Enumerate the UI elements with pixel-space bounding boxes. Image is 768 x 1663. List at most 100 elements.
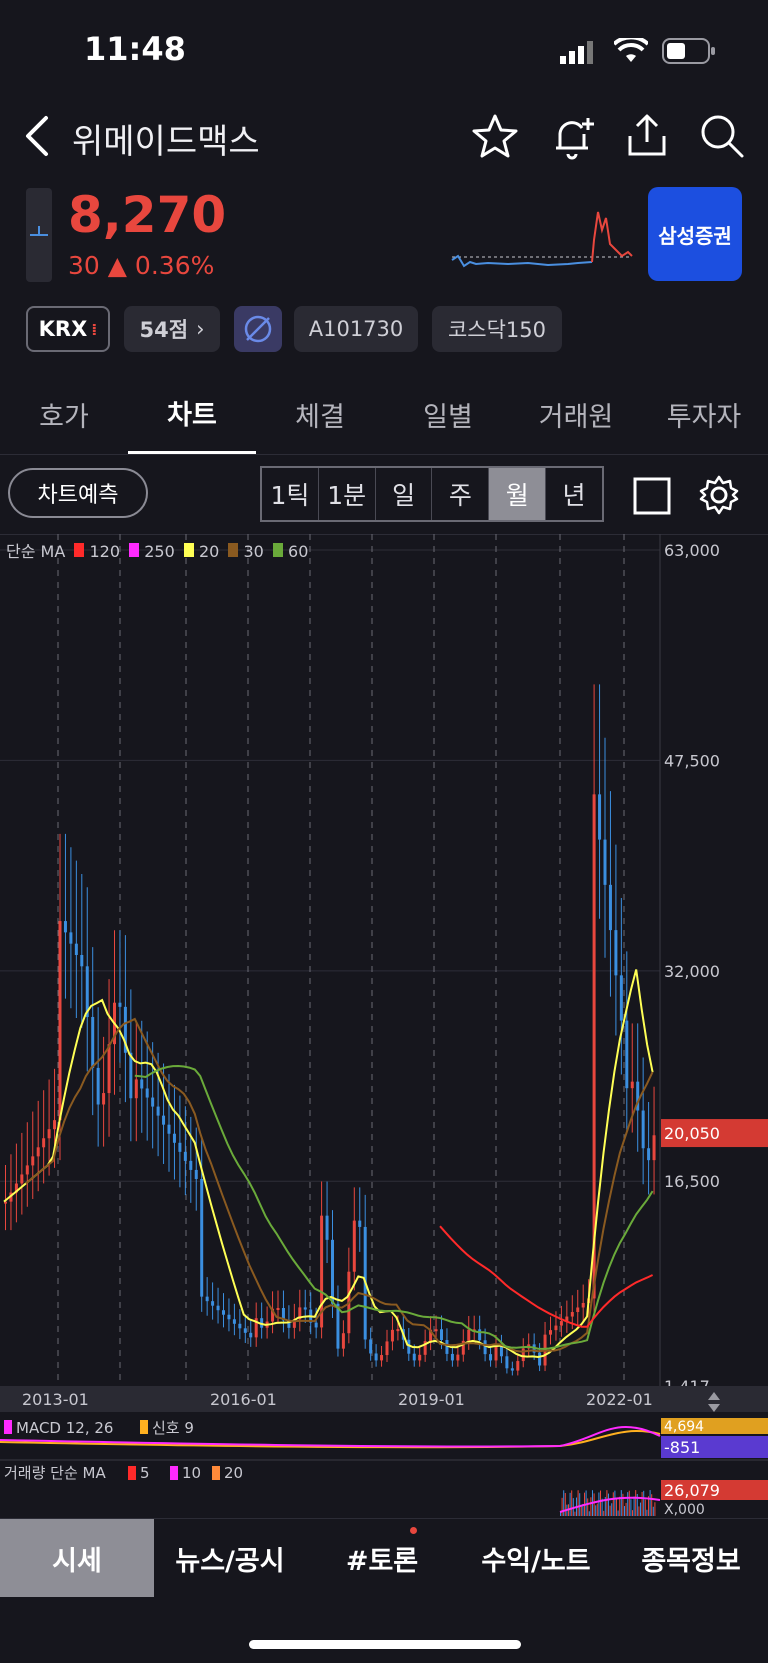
chip-score-label: 54점: [139, 318, 189, 342]
period-minute[interactable]: 1분: [319, 468, 376, 520]
signal-value: -851: [664, 1438, 700, 1457]
candle-body: [156, 1106, 160, 1116]
search-icon[interactable]: [698, 112, 746, 160]
candle-body: [243, 1328, 247, 1333]
ma-120-label: 120: [89, 542, 121, 561]
candle-body: [232, 1319, 236, 1324]
volume-ma-label: 10: [182, 1464, 201, 1482]
candle-body: [636, 1081, 640, 1111]
volume-bar: [633, 1496, 635, 1516]
tab-orderbook[interactable]: 호가: [39, 401, 89, 433]
volume-bar: [622, 1493, 624, 1516]
y-tick-label: 47,500: [664, 751, 720, 770]
nav-discussion[interactable]: #토론: [345, 1545, 419, 1577]
macd-line: [0, 1426, 661, 1448]
square-icon[interactable]: [632, 476, 672, 516]
signal-icon: [560, 41, 593, 64]
candle-body: [461, 1340, 465, 1355]
price-chart[interactable]: 63,00047,50032,00016,5001,41720,0502013-…: [0, 534, 768, 1518]
candle-body: [183, 1151, 187, 1161]
tab-brokers[interactable]: 거래원: [538, 401, 614, 433]
alarm-add-icon[interactable]: [548, 112, 598, 160]
volume-bar: [619, 1496, 621, 1516]
volume-bar: [606, 1490, 608, 1516]
candle-body: [374, 1353, 378, 1361]
candle-body: [85, 966, 89, 1017]
volume-bar: [588, 1511, 590, 1516]
candle-body: [336, 1303, 340, 1349]
macd-legend: MACD 12, 26: [16, 1419, 113, 1437]
star-icon[interactable]: [470, 112, 520, 160]
ma-120-swatch: [74, 543, 85, 557]
volume-bar: [644, 1499, 646, 1516]
chip-index: 코스닥150: [432, 306, 562, 352]
candle-body: [576, 1307, 580, 1313]
candle-body: [489, 1354, 493, 1361]
volume-bar: [638, 1506, 640, 1516]
ma-30-swatch: [228, 543, 239, 557]
signal-value-tag: [661, 1436, 768, 1458]
chart-predict-button[interactable]: 차트예측: [8, 468, 148, 518]
home-indicator: [249, 1640, 521, 1649]
volume-bar: [608, 1493, 609, 1516]
ma-120-line: [439, 1225, 654, 1328]
expand-down-icon: [708, 1404, 720, 1412]
tab-daily[interactable]: 일별: [423, 401, 473, 433]
candle-body: [412, 1353, 416, 1361]
candle-body: [129, 1052, 133, 1099]
chip-krx[interactable]: KRX ⁞: [26, 306, 110, 352]
current-price: 8,270: [68, 186, 227, 244]
candle-body: [630, 1081, 634, 1089]
gear-icon[interactable]: [698, 474, 740, 516]
chart-toolbar: 차트예측 1틱 1분 일 주 월 년: [0, 456, 768, 535]
ma-20-swatch: [183, 543, 194, 557]
share-icon[interactable]: [624, 112, 670, 160]
period-week[interactable]: 주: [432, 468, 490, 520]
chip-score[interactable]: 54점 ›: [124, 306, 220, 352]
period-tick[interactable]: 1틱: [262, 468, 319, 520]
volume-bar: [580, 1504, 582, 1516]
volume-bar: [590, 1497, 592, 1516]
candle-body: [396, 1329, 400, 1332]
volume-legend: 거래량 단순 MA: [4, 1464, 106, 1482]
candle-body: [20, 1174, 24, 1184]
candle-body: [570, 1312, 574, 1317]
ma-legend-prefix: 단순 MA: [6, 542, 66, 561]
nav-news[interactable]: 뉴스/공시: [175, 1545, 285, 1577]
nav-returns[interactable]: 수익/노트: [481, 1545, 591, 1577]
macd-value-tag: [661, 1418, 768, 1434]
wifi-icon: [614, 38, 648, 62]
candle-body: [63, 921, 67, 933]
volume-bar: [614, 1490, 616, 1516]
back-icon[interactable]: [22, 114, 52, 158]
nav-quotes[interactable]: 시세: [0, 1519, 154, 1597]
volume-bar: [641, 1491, 643, 1516]
volume-bar: [646, 1509, 648, 1516]
volume-bar: [648, 1496, 649, 1516]
volume-bar: [654, 1502, 656, 1516]
period-year[interactable]: 년: [562, 481, 586, 510]
broker-button[interactable]: 삼성증권: [648, 187, 742, 281]
chip-no-link[interactable]: [234, 306, 282, 352]
nav-stock-info[interactable]: 종목정보: [641, 1545, 741, 1577]
volume-bar: [625, 1502, 627, 1516]
volume-bar: [574, 1511, 576, 1516]
candle-body: [516, 1361, 520, 1371]
volume-bar: [603, 1510, 605, 1516]
tab-investors[interactable]: 투자자: [666, 401, 742, 433]
ma-20-line: [3, 969, 654, 1359]
candle-body: [598, 794, 602, 840]
candle-body: [549, 1330, 552, 1335]
candle-body: [423, 1341, 427, 1355]
tab-chart[interactable]: 차트: [128, 374, 256, 454]
candle-body: [4, 1201, 7, 1204]
period-month[interactable]: 월: [489, 468, 547, 520]
period-day[interactable]: 일: [376, 468, 433, 520]
chevron-right-icon: ›: [196, 317, 205, 341]
volume-ma-swatch: [212, 1466, 220, 1480]
candle-body: [358, 1220, 362, 1227]
candle-body: [25, 1165, 29, 1175]
candle-body: [505, 1356, 509, 1369]
tab-trades[interactable]: 체결: [295, 401, 345, 433]
status-bar: 11:48: [0, 0, 768, 100]
